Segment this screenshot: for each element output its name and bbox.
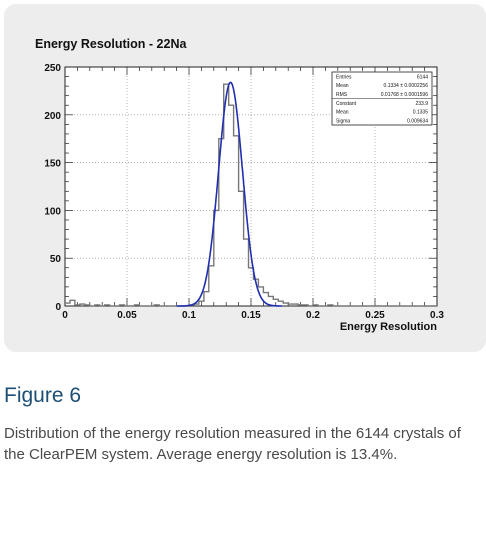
plot-frame — [64, 66, 438, 307]
stats-row-value: 0.01768 ± 0.0001596 — [381, 92, 428, 98]
gaussian-fit-series — [176, 81, 282, 307]
y-tick-label: 250 — [44, 63, 61, 74]
y-tick-label: 150 — [44, 159, 61, 170]
stats-row-value: 233.9 — [415, 101, 428, 107]
stats-row-label: RMS — [336, 92, 348, 98]
figure-title: Figure 6 — [4, 384, 82, 407]
x-tick-label: 0.3 — [430, 310, 444, 321]
x-tick-label: 0.05 — [117, 310, 137, 321]
y-tick-label: 100 — [44, 206, 61, 217]
stats-row-value: 0.1335 — [413, 110, 429, 116]
stats-row-label: Sigma — [336, 119, 350, 125]
stats-row-value: 0.009634 — [407, 119, 428, 125]
x-axis-label: Energy Resolution — [340, 321, 437, 333]
y-tick-label: 0 — [55, 302, 61, 313]
y-tick-label: 200 — [44, 111, 61, 122]
energy-resolution-chart: Energy Resolution - 22Na 0 0.05 0.1 0.15 0.2 0… — [35, 37, 444, 333]
x-tick-label: 0.15 — [241, 310, 261, 321]
stats-row-value: 6144 — [417, 74, 428, 80]
y-tick-label: 50 — [50, 254, 62, 265]
figure-caption: Distribution of the energy resolution me… — [4, 425, 461, 463]
stats-row-label: Mean — [336, 110, 349, 116]
x-tick-label: 0 — [62, 310, 68, 321]
stats-row-value: 0.1334 ± 0.0002256 — [384, 83, 429, 89]
stats-row-label: Mean — [336, 83, 349, 89]
stats-row-label: Entries — [336, 74, 352, 80]
stats-box: Entries 6144 Mean 0.1334 ± 0.0002256 RMS 0.01… — [331, 71, 433, 126]
chart-title: Energy Resolution - 22Na — [35, 37, 187, 51]
histogram-series — [65, 83, 437, 307]
x-tick-label: 0.2 — [306, 310, 320, 321]
stats-row-label: Constant — [336, 101, 357, 107]
x-tick-label: 0.1 — [182, 310, 196, 321]
x-tick-label: 0.25 — [365, 310, 385, 321]
